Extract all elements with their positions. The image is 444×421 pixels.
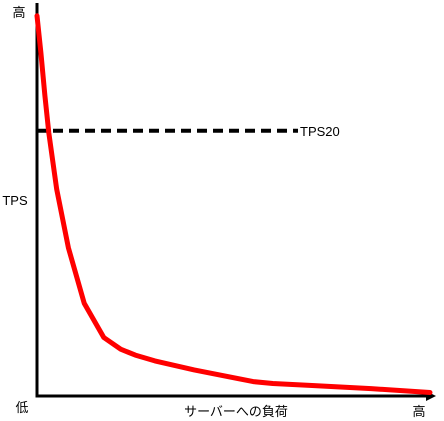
series-line-1 [34,13,433,395]
series-group [34,13,433,395]
y-axis-high-label: 高 [12,5,25,20]
tps20-label: TPS20 [300,124,340,139]
x-axis-high-label: 高 [412,404,425,419]
origin-label: 低 [15,400,28,415]
x-axis-label: サーバーへの負荷 [184,404,288,419]
y-axis-label: TPS [2,193,28,208]
